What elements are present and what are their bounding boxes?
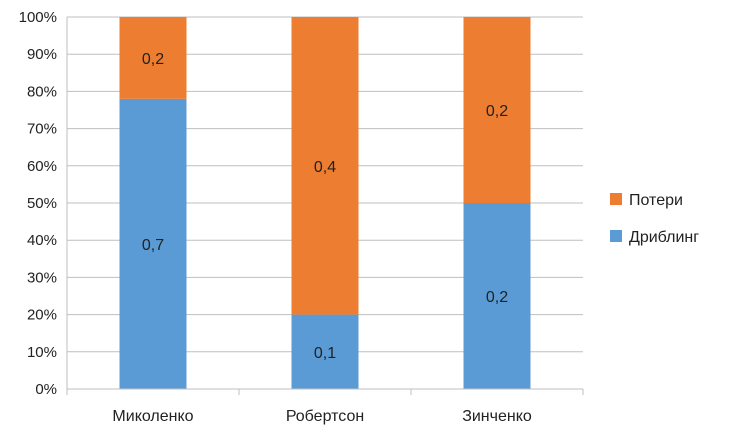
bar-segment-dribbling (463, 203, 531, 389)
y-tick-label: 90% (27, 46, 57, 63)
data-label: 0,2 (486, 103, 508, 120)
y-tick-label: 40% (27, 232, 57, 249)
bar-segment-dribbling (119, 98, 187, 389)
legend-swatch (610, 230, 622, 242)
data-label: 0,7 (142, 237, 164, 254)
data-label: 0,4 (314, 159, 336, 176)
y-tick-label: 100% (19, 9, 57, 26)
legend-label: Потери (629, 192, 683, 209)
y-tick-label: 0% (35, 381, 57, 398)
y-tick-label: 50% (27, 195, 57, 212)
y-tick-label: 20% (27, 307, 57, 324)
y-tick-label: 30% (27, 269, 57, 286)
legend-label: Дриблинг (629, 229, 699, 246)
legend: Потери Дриблинг (610, 192, 699, 246)
y-tick-label: 80% (27, 83, 57, 100)
bar-segment-losses (119, 17, 187, 99)
x-category-label: Робертсон (286, 408, 364, 425)
y-tick-label: 70% (27, 121, 57, 138)
bar-segment-dribbling (291, 314, 359, 389)
y-tick-label: 10% (27, 344, 57, 361)
data-label: 0,1 (314, 345, 336, 362)
legend-swatch (610, 193, 622, 205)
y-tick-label: 60% (27, 158, 57, 175)
x-category-label: Миколенко (112, 408, 193, 425)
bar-segment-losses (463, 17, 531, 203)
x-axis: Миколенко Робертсон Зинченко (66, 388, 584, 425)
x-category-label: Зинченко (462, 408, 532, 425)
y-axis: 0% 10% 20% 30% 40% 50% 60% 70% 80% 90% 100% (19, 9, 68, 398)
bar-segment-losses (291, 17, 359, 315)
bars: 0,7 0,2 0,1 0,4 0,2 0,2 (119, 17, 531, 389)
data-label: 0,2 (142, 51, 164, 68)
data-label: 0,2 (486, 289, 508, 306)
